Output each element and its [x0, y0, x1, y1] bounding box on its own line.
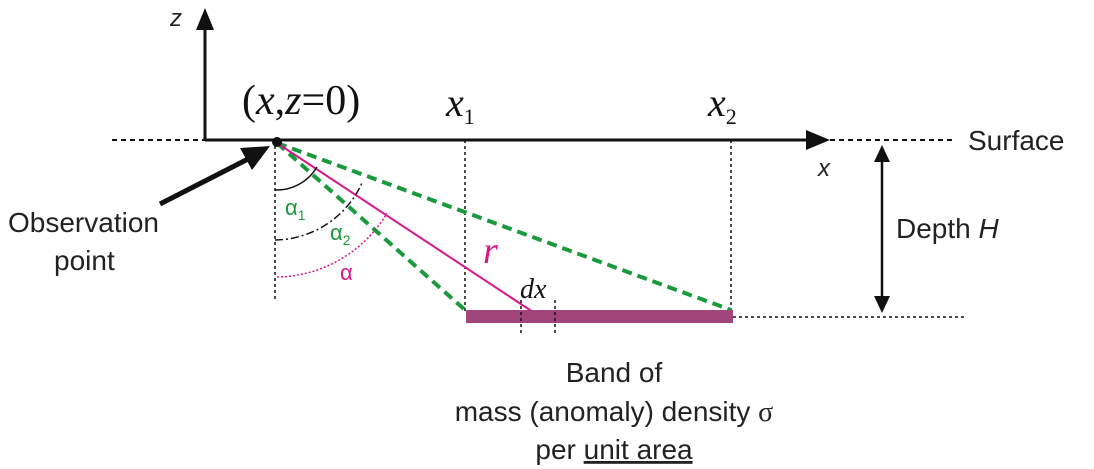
- x-axis-label: x: [817, 155, 831, 182]
- r-label: r: [483, 230, 498, 272]
- alpha-arc: [276, 212, 388, 278]
- observation-arrowhead: [240, 146, 270, 170]
- observation-label-line1: Observation: [8, 207, 159, 238]
- band-caption-line2: mass (anomaly) density σ: [455, 396, 774, 428]
- alpha1-label: α1: [285, 195, 306, 223]
- dx-label: dx: [520, 274, 547, 305]
- z-axis-label: z: [169, 5, 182, 32]
- depth-arrowhead-bottom: [874, 296, 890, 313]
- x1-label: x1: [445, 80, 475, 129]
- mass-band: [466, 310, 733, 323]
- origin-label: (x,z=0): [242, 78, 360, 124]
- r-line: [276, 142, 534, 313]
- depth-label: Depth H: [896, 213, 1000, 244]
- alpha-label: α: [340, 260, 353, 285]
- alpha2-label: α2: [330, 220, 351, 248]
- z-axis-arrowhead: [196, 8, 214, 30]
- surface-label: Surface: [968, 125, 1065, 156]
- band-caption-line3: per unit area: [535, 434, 693, 465]
- alpha2-arc: [274, 182, 363, 241]
- observation-arrow: [158, 155, 252, 207]
- ray-to-x2: [276, 141, 732, 312]
- x2-label: x2: [707, 80, 737, 129]
- x-axis-arrowhead: [806, 130, 830, 150]
- depth-arrowhead-top: [874, 145, 890, 162]
- ray-to-x1: [275, 141, 467, 312]
- observation-label-line2: point: [54, 245, 115, 276]
- alpha1-arc: [274, 166, 318, 191]
- observation-point-dot: [272, 137, 282, 147]
- band-caption-line1: Band of: [566, 357, 663, 388]
